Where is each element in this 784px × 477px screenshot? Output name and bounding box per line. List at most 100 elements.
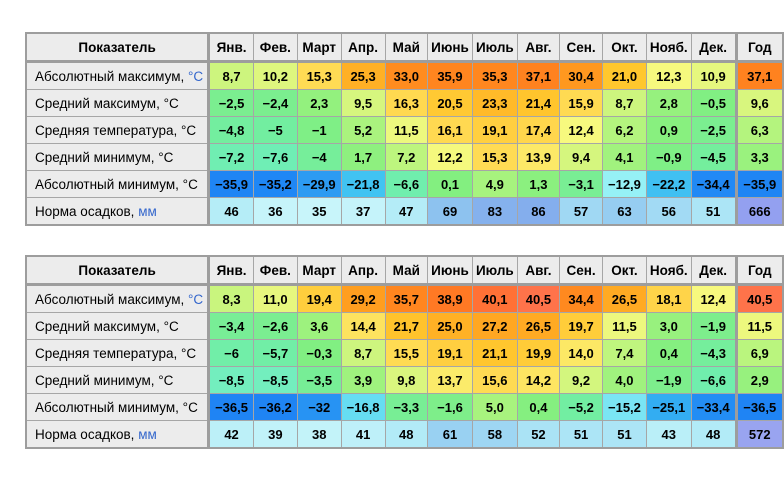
unit-link[interactable]: °C	[188, 68, 204, 84]
column-header-month: Окт.	[602, 32, 647, 63]
value-cell: 34,4	[559, 284, 604, 313]
column-header-month: Май	[384, 32, 429, 63]
value-cell: 2,3	[296, 89, 342, 117]
value-cell: −35,9	[208, 170, 254, 198]
row-label: Средний минимум, °C	[25, 143, 211, 171]
row-label-text: Средний минимум, °C	[35, 149, 174, 165]
value-cell: 48	[690, 420, 737, 449]
value-cell: −7,2	[208, 143, 254, 171]
value-cell: −0,3	[296, 339, 342, 367]
column-header-month: Июнь	[427, 255, 473, 286]
value-cell: −34,4	[690, 170, 737, 198]
value-cell: 56	[645, 197, 692, 226]
column-header-month: Июнь	[427, 32, 473, 63]
value-cell: 12,3	[645, 61, 692, 90]
value-cell: 8,7	[208, 61, 254, 90]
value-cell: −3,5	[296, 366, 342, 394]
value-cell: 19,9	[516, 339, 561, 367]
value-cell: 20,5	[427, 89, 473, 117]
value-cell: 69	[427, 197, 473, 226]
value-cell: 27,2	[471, 312, 518, 340]
row-label-text: Средний максимум, °C	[35, 318, 179, 334]
unit-link[interactable]: мм	[138, 203, 157, 219]
table-row: Норма осадков, мм 46 36 35 37 47 69 83 86 57 63 56 5…	[25, 197, 784, 226]
value-cell: 83	[471, 197, 518, 226]
value-cell: −8,5	[208, 366, 254, 394]
value-cell: 21,7	[384, 312, 429, 340]
year-value-cell: −35,9	[734, 170, 784, 198]
value-cell: 12,4	[559, 116, 604, 144]
row-label-text: Средний максимум, °C	[35, 95, 179, 111]
row-label: Норма осадков, мм	[25, 197, 211, 226]
value-cell: 25,3	[340, 61, 386, 90]
value-cell: 14,0	[559, 339, 604, 367]
row-label-text: Средняя температура, °C	[35, 345, 197, 361]
year-value-cell: 6,9	[734, 339, 784, 367]
header-row: Показатель Янв. Фев. Март Апр. Май Июнь Июль Авг…	[25, 32, 784, 63]
value-cell: 61	[427, 420, 473, 449]
table-row: Средний максимум, °C −2,5 −2,4 2,3 9,5 16,3 20…	[25, 89, 784, 117]
value-cell: −8,5	[252, 366, 298, 394]
value-cell: −4,5	[690, 143, 737, 171]
column-header-month: Июль	[471, 32, 518, 63]
value-cell: 25,0	[427, 312, 473, 340]
column-header-month: Авг.	[516, 255, 561, 286]
climate-table-2: Показатель Янв. Фев. Март Апр. Май Июнь Июль Авг…	[25, 255, 784, 449]
value-cell: 0,4	[645, 339, 692, 367]
value-cell: 39	[252, 420, 298, 449]
unit-link[interactable]: °C	[188, 291, 204, 307]
value-cell: −1,6	[427, 393, 473, 421]
value-cell: −33,4	[690, 393, 737, 421]
value-cell: −6	[208, 339, 254, 367]
value-cell: 21,0	[602, 61, 647, 90]
value-cell: 23,3	[471, 89, 518, 117]
value-cell: −5,7	[252, 339, 298, 367]
table-row: Абсолютный минимум, °C −35,9 −35,2 −29,9 −21…	[25, 170, 784, 198]
column-header-month: Окт.	[602, 255, 647, 286]
value-cell: 18,1	[645, 284, 692, 313]
unit-link[interactable]: мм	[138, 426, 157, 442]
value-cell: 38,9	[427, 284, 473, 313]
column-header-month: Янв.	[208, 32, 254, 63]
row-label: Норма осадков, мм	[25, 420, 211, 449]
column-header-month: Дек.	[690, 32, 737, 63]
value-cell: 86	[516, 197, 561, 226]
year-value-cell: 11,5	[734, 312, 784, 340]
value-cell: −7,6	[252, 143, 298, 171]
row-label-text: Средняя температура, °C	[35, 122, 197, 138]
value-cell: −0,9	[645, 143, 692, 171]
column-header-month: Нояб.	[645, 255, 692, 286]
value-cell: −2,4	[252, 89, 298, 117]
value-cell: 6,2	[602, 116, 647, 144]
value-cell: 11,5	[602, 312, 647, 340]
year-value-cell: 572	[734, 420, 784, 449]
row-label: Средняя температура, °C	[25, 116, 211, 144]
row-label-text: Абсолютный минимум, °C	[35, 176, 198, 192]
column-header-month: Фев.	[252, 255, 298, 286]
value-cell: 36	[252, 197, 298, 226]
value-cell: 19,1	[427, 339, 473, 367]
value-cell: −21,8	[340, 170, 386, 198]
climate-table-1: Показатель Янв. Фев. Март Апр. Май Июнь Июль Авг…	[25, 32, 784, 226]
value-cell: −4	[296, 143, 342, 171]
value-cell: 41	[340, 420, 386, 449]
value-cell: −15,2	[602, 393, 647, 421]
value-cell: 42	[208, 420, 254, 449]
value-cell: 13,7	[427, 366, 473, 394]
column-header-month: Март	[296, 32, 342, 63]
row-label: Средний минимум, °C	[25, 366, 211, 394]
value-cell: −36,5	[208, 393, 254, 421]
value-cell: 16,1	[427, 116, 473, 144]
value-cell: 21,4	[516, 89, 561, 117]
value-cell: 5,0	[471, 393, 518, 421]
value-cell: 13,9	[516, 143, 561, 171]
value-cell: −1	[296, 116, 342, 144]
value-cell: −2,5	[208, 89, 254, 117]
value-cell: 40,1	[471, 284, 518, 313]
value-cell: 26,5	[516, 312, 561, 340]
value-cell: 38	[296, 420, 342, 449]
value-cell: 11,5	[384, 116, 429, 144]
row-label-text: Норма осадков,	[35, 203, 139, 219]
row-label: Абсолютный минимум, °C	[25, 393, 211, 421]
column-header-month: Дек.	[690, 255, 737, 286]
